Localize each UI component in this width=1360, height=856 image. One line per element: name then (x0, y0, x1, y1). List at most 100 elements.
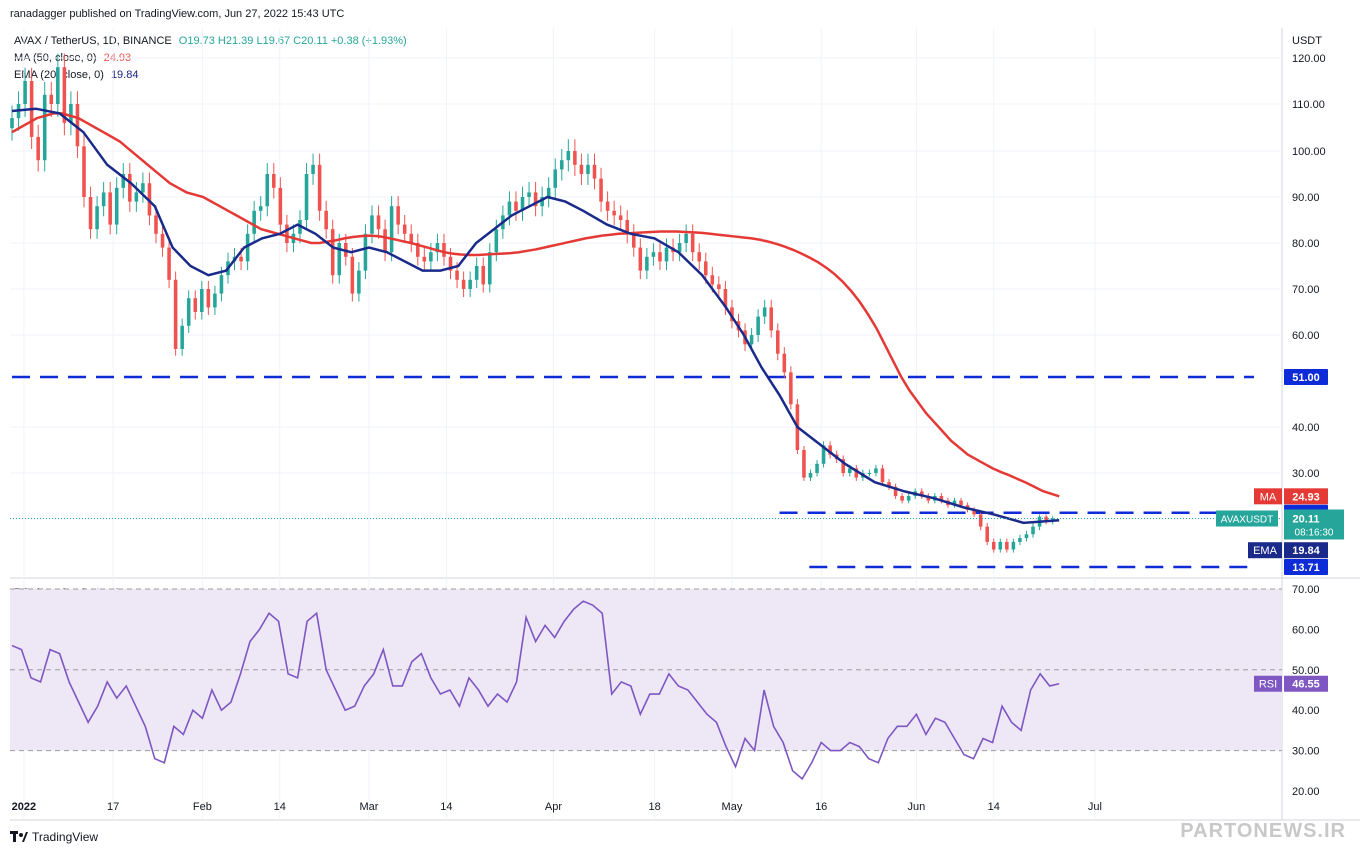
candle-body (782, 353, 787, 373)
time-tick-label: Jun (908, 801, 926, 813)
candle-body (605, 201, 610, 211)
candle-body (435, 243, 440, 253)
candle-body (62, 67, 67, 123)
legend-ohlc: O19.73 H21.39 L19.67 C20.11 +0.38 (+1.93… (178, 35, 407, 47)
price-tick-label: 60.00 (1292, 330, 1320, 342)
candle-body (573, 151, 577, 165)
candle-body (409, 233, 414, 243)
candle-body (193, 298, 198, 312)
candle-body (546, 187, 551, 197)
candle-body (697, 252, 702, 262)
price-tick-label: 110.00 (1292, 99, 1325, 111)
candle-body (337, 243, 342, 276)
candle-body (684, 233, 688, 243)
candle-body (789, 372, 793, 405)
candle-body (121, 174, 126, 188)
candle-body (612, 210, 616, 216)
candle-body (1044, 516, 1048, 521)
price-tick-label: 100.00 (1292, 146, 1326, 158)
price-tick-label: 70.00 (1292, 284, 1320, 296)
rsi-tick-label: 70.00 (1292, 584, 1320, 596)
candle-body (23, 81, 27, 104)
rsi-value-tag (1284, 675, 1328, 692)
candle-body (762, 307, 767, 317)
candle-body (95, 206, 99, 230)
level-price-tag (1284, 559, 1328, 575)
candle-body (959, 500, 963, 506)
candle-body (756, 316, 760, 335)
legend-symbol: AVAX / TetherUS, 1D, BINANCE (14, 35, 172, 47)
candle-body (906, 496, 911, 501)
candle-body (376, 215, 381, 230)
candle-body (1011, 541, 1016, 550)
time-tick-label: 17 (107, 801, 119, 813)
legend-ema-value: 19.84 (110, 69, 139, 81)
candle-body (769, 307, 774, 331)
candle-body (167, 247, 171, 280)
candle-body (272, 174, 276, 188)
candle-body (887, 482, 891, 487)
candle-body (88, 197, 93, 230)
candle-body (36, 136, 40, 161)
ma-label-text: MA (1260, 491, 1277, 503)
brand-name: TradingView (32, 830, 99, 844)
candle-body (749, 335, 754, 345)
candle-body (645, 256, 649, 271)
candle-body (357, 270, 361, 294)
countdown-text: 08:16:30 (1295, 527, 1334, 538)
candle-body (468, 279, 472, 289)
candle-body (1031, 526, 1035, 535)
candle-body (1005, 541, 1009, 550)
time-tick-label: 14 (988, 801, 1000, 813)
rsi-tick-label: 30.00 (1292, 746, 1320, 758)
candle-body (1018, 538, 1022, 542)
candle-body (396, 206, 400, 225)
watermark: PARTONEWS.IR (1180, 820, 1346, 842)
price-tick-label: 120.00 (1292, 53, 1326, 65)
candle-body (422, 256, 427, 262)
candle-body (638, 247, 643, 271)
candle-body (42, 94, 47, 161)
level-price-label: 13.71 (1292, 562, 1320, 574)
candle-body (49, 94, 54, 104)
candle-body (664, 247, 669, 262)
footer-brand[interactable]: TradingView (10, 830, 98, 844)
candle-body (717, 284, 721, 289)
candle-body (867, 473, 872, 474)
candle-body (978, 514, 983, 527)
price-tick-label: 40.00 (1292, 422, 1320, 434)
candle-body (429, 252, 433, 262)
rsi-tick-label: 20.00 (1292, 786, 1320, 798)
candle-body (533, 192, 538, 207)
time-tick-label: 16 (815, 801, 827, 813)
candle-body (324, 210, 328, 230)
candle-body (677, 243, 682, 253)
candle-body (416, 243, 420, 257)
candle-body (101, 192, 106, 207)
rsi-label-tag (1254, 675, 1282, 692)
symbol-tag-text: AVAXUSDT (1221, 514, 1273, 525)
candle-body (926, 496, 931, 501)
time-tick-label: Apr (545, 801, 562, 813)
time-tick-label: Feb (193, 801, 212, 813)
candle-body (658, 252, 662, 262)
candle-body (311, 164, 315, 174)
time-tick-label: 14 (440, 801, 452, 813)
candle-body (952, 500, 957, 506)
ma-label-tag (1254, 488, 1282, 505)
candle-body (651, 252, 656, 257)
candle-body (389, 206, 394, 253)
candle-body (10, 118, 14, 129)
candle-body (579, 164, 584, 174)
candle-body (690, 233, 695, 253)
candle-body (625, 220, 630, 234)
candle-body (874, 468, 878, 473)
candle-body (160, 233, 165, 248)
candle-body (154, 215, 158, 234)
candle-body (265, 174, 270, 207)
candle-body (108, 192, 112, 225)
candle-body (847, 468, 852, 473)
legend-symbol-row: AVAX / TetherUS, 1D, BINANCE O19.73 H21.… (14, 35, 407, 47)
ema20-line (11, 107, 1060, 525)
